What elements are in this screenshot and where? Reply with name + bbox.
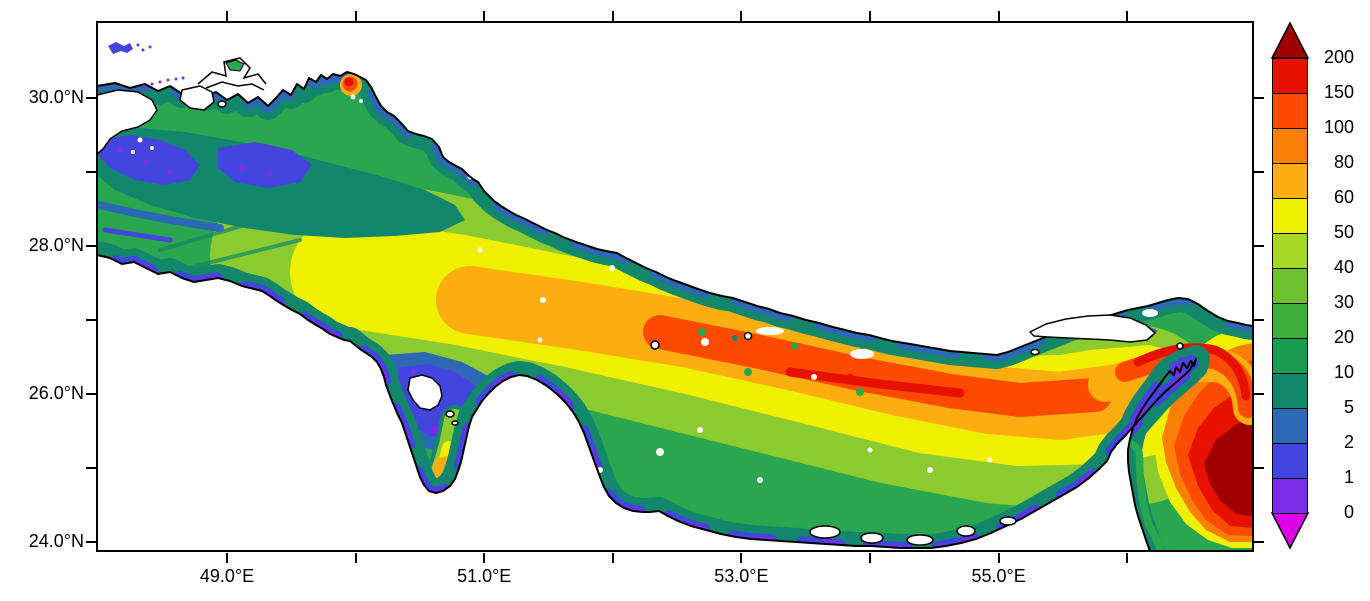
- colorbar-label: 150: [1323, 82, 1354, 102]
- islands-and-land: [96, 85, 1184, 546]
- inland-specks: [108, 42, 185, 88]
- colorbar-cell: [1272, 477, 1308, 514]
- y-tick-label: 24.0°N: [28, 531, 84, 551]
- x-tick-top: [740, 11, 743, 21]
- y-tick-label: 28.0°N: [28, 235, 84, 255]
- colorbar-label: 30: [1333, 292, 1354, 312]
- x-tick-label: 55.0°E: [971, 566, 1026, 586]
- colorbar-cell: [1272, 127, 1308, 164]
- colorbar-cell: [1272, 197, 1308, 234]
- delta-islet: [225, 59, 245, 72]
- x-tick-bottom: [226, 553, 228, 563]
- x-tick-top: [1126, 11, 1129, 21]
- x-tick-top: [354, 11, 357, 21]
- colorbar-label: 0: [1343, 502, 1354, 522]
- colorbar-cell: [1272, 232, 1308, 269]
- x-tick-top: [226, 11, 228, 21]
- colorbar-label: 100: [1323, 117, 1354, 137]
- colorbar-label: 20: [1333, 327, 1354, 347]
- x-tick-label: 51.0°E: [457, 566, 512, 586]
- y-tick-label: 30.0°N: [28, 87, 84, 107]
- x-tick-top: [611, 11, 614, 21]
- x-tick-top: [483, 11, 486, 21]
- y-tick-left: [86, 171, 96, 173]
- colorbar-cell: [1272, 442, 1308, 479]
- x-tick-bottom: [997, 553, 1000, 563]
- x-tick-label: 49.0°E: [199, 566, 255, 586]
- x-tick-bottom: [740, 553, 743, 563]
- colorbar-cell: [1272, 337, 1308, 374]
- x-tick-bottom: [1126, 553, 1129, 563]
- colorbar-cell: [1272, 407, 1308, 444]
- y-tick-right: [1254, 467, 1264, 469]
- y-tick-left: [86, 467, 96, 469]
- colorbar-label: 2: [1343, 432, 1354, 452]
- x-tick-bottom: [354, 553, 357, 563]
- x-tick-bottom: [483, 553, 486, 563]
- colorbar-label: 40: [1333, 257, 1354, 277]
- y-tick-left: [86, 541, 96, 543]
- water-field-layers: [97, 72, 1253, 551]
- y-tick-right: [1254, 541, 1264, 543]
- colorbar-label: 1: [1343, 467, 1354, 487]
- colorbar-cell: [1272, 302, 1308, 339]
- y-tick-left: [86, 393, 96, 395]
- colorbar-label: 60: [1333, 187, 1354, 207]
- y-tick-right: [1254, 171, 1264, 173]
- x-tick-bottom: [869, 553, 871, 563]
- x-tick-bottom: [611, 553, 614, 563]
- delta-channels: [197, 57, 267, 91]
- y-tick-left: [86, 97, 96, 99]
- x-tick-top: [997, 11, 1000, 21]
- colorbar-label: 200: [1323, 47, 1354, 67]
- x-tick-label: 53.0°E: [714, 566, 769, 586]
- y-tick-right: [1254, 319, 1264, 321]
- y-tick-left: [86, 319, 96, 321]
- colorbar-label: 80: [1333, 152, 1354, 172]
- x-tick-top: [869, 11, 871, 21]
- y-tick-right: [1254, 97, 1264, 99]
- colorbar-cell: [1272, 162, 1308, 199]
- y-tick-label: 26.0°N: [28, 383, 84, 403]
- y-tick-left: [86, 245, 96, 247]
- colorbar-label: 50: [1333, 222, 1354, 242]
- y-tick-right: [1254, 393, 1264, 395]
- y-tick-right: [1254, 245, 1264, 247]
- colorbar-cell: [1272, 57, 1308, 94]
- colorbar-label: 5: [1343, 397, 1354, 417]
- colorbar-cell: [1272, 92, 1308, 129]
- colorbar-label: 10: [1333, 362, 1354, 382]
- colorbar-cell: [1272, 372, 1308, 409]
- colorbar-cell: [1272, 267, 1308, 304]
